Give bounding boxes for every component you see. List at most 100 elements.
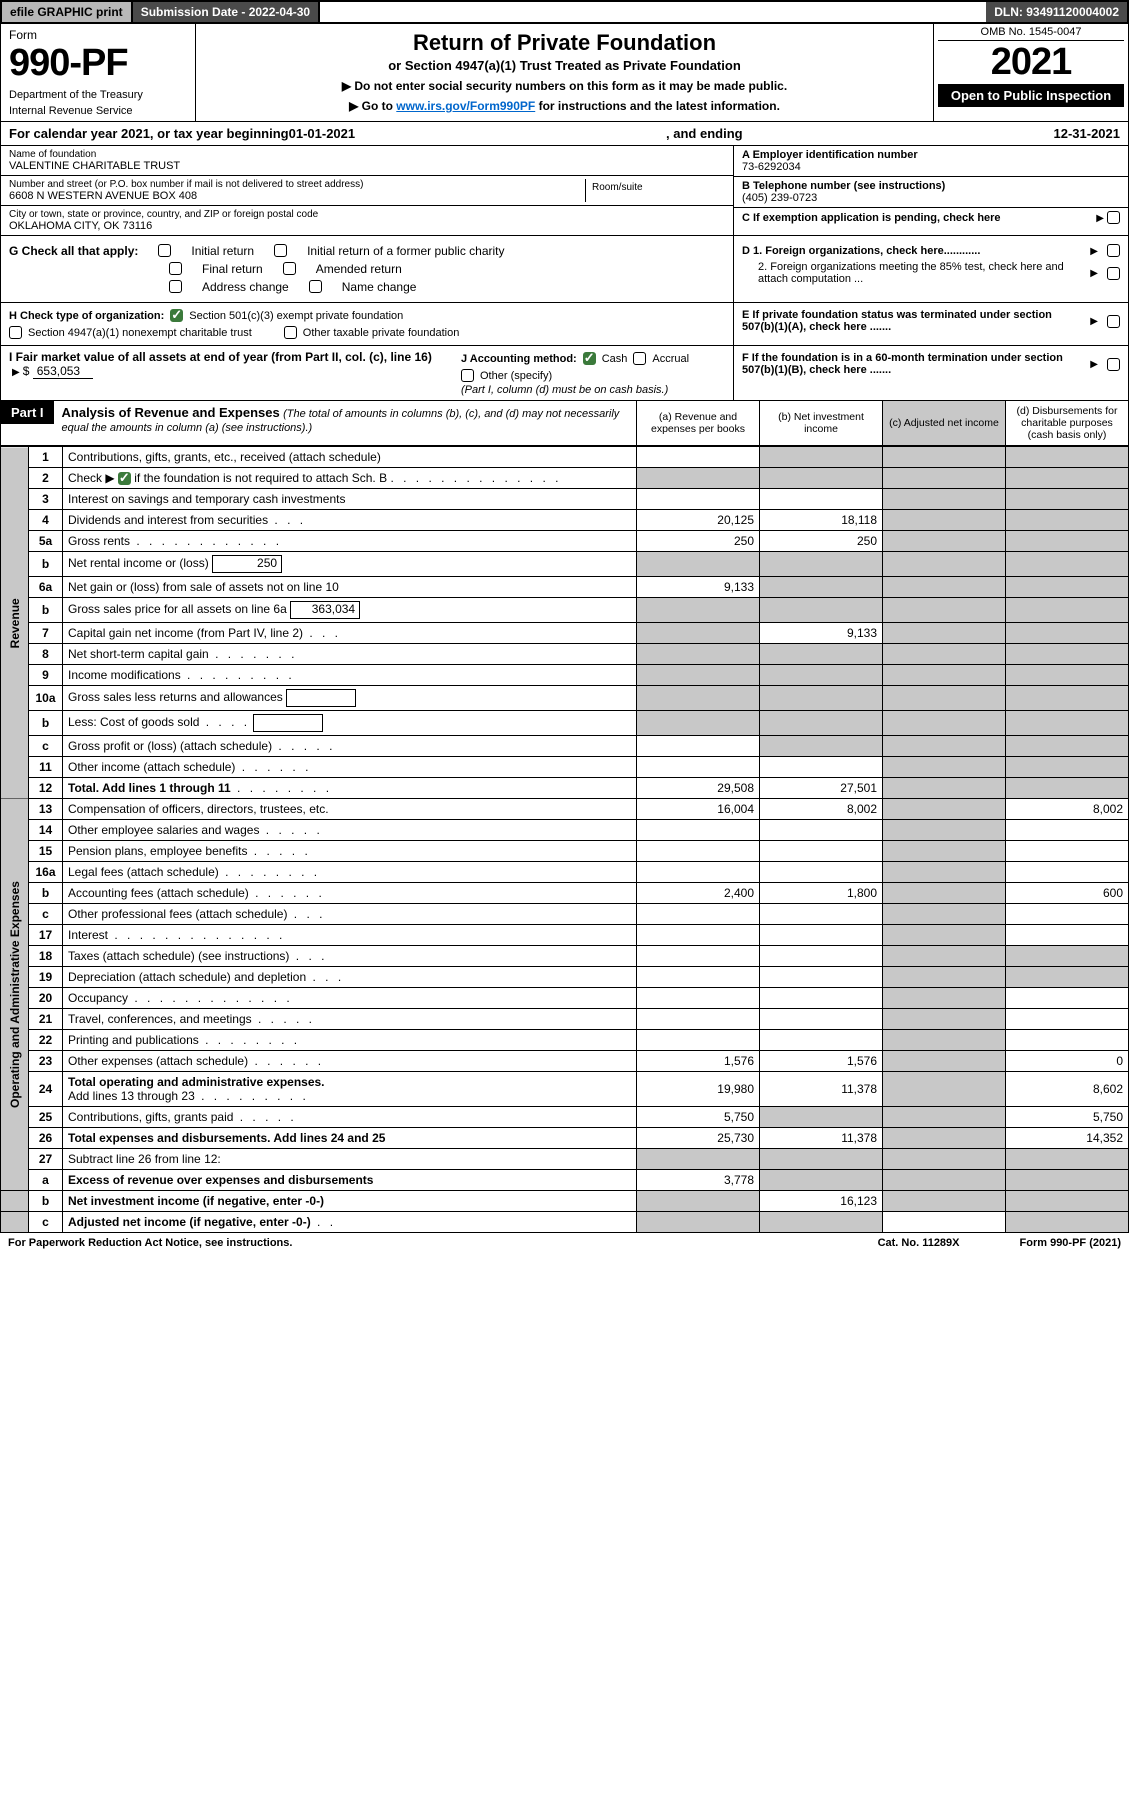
g-amended: Amended return bbox=[316, 262, 402, 276]
cal-year-end: 12-31-2021 bbox=[1054, 126, 1121, 141]
g-name-change-checkbox[interactable] bbox=[309, 280, 322, 293]
line-6a-desc: Net gain or (loss) from sale of assets n… bbox=[63, 577, 637, 598]
e-checkbox[interactable] bbox=[1107, 315, 1120, 328]
table-row: 24Total operating and administrative exp… bbox=[1, 1072, 1129, 1107]
table-row: 15Pension plans, employee benefits . . .… bbox=[1, 841, 1129, 862]
col-b-head: (b) Net investment income bbox=[759, 401, 882, 445]
line-12-a: 29,508 bbox=[637, 778, 760, 799]
g-initial-return-checkbox[interactable] bbox=[158, 244, 171, 257]
line-6b-desc: Gross sales price for all assets on line… bbox=[68, 603, 287, 617]
g-final-return: Final return bbox=[202, 262, 263, 276]
line-6b-box[interactable]: 363,034 bbox=[290, 601, 360, 619]
table-row: 4Dividends and interest from securities … bbox=[1, 510, 1129, 531]
line-13-d: 8,002 bbox=[1006, 799, 1129, 820]
line-24-d: 8,602 bbox=[1006, 1072, 1129, 1107]
open-public-badge: Open to Public Inspection bbox=[938, 84, 1124, 107]
line-12-desc: Total. Add lines 1 through 11 bbox=[68, 781, 231, 795]
table-row: 18Taxes (attach schedule) (see instructi… bbox=[1, 946, 1129, 967]
arrow-icon bbox=[1087, 315, 1101, 327]
i-label: I Fair market value of all assets at end… bbox=[9, 350, 432, 364]
line-10a-desc: Gross sales less returns and allowances bbox=[68, 691, 283, 705]
line-7-b: 9,133 bbox=[760, 623, 883, 644]
d1-checkbox[interactable] bbox=[1107, 244, 1120, 257]
g-amended-checkbox[interactable] bbox=[283, 262, 296, 275]
line-7-desc: Capital gain net income (from Part IV, l… bbox=[68, 626, 303, 640]
line-24-b: 11,378 bbox=[760, 1072, 883, 1107]
line-18-desc: Taxes (attach schedule) (see instruction… bbox=[68, 949, 289, 963]
c-exemption-cell: C If exemption application is pending, c… bbox=[734, 208, 1128, 227]
header-mid: Return of Private Foundation or Section … bbox=[196, 24, 933, 121]
h-other-checkbox[interactable] bbox=[284, 326, 297, 339]
g-final-return-checkbox[interactable] bbox=[169, 262, 182, 275]
city-cell: City or town, state or province, country… bbox=[1, 206, 733, 235]
arrow-icon bbox=[1093, 212, 1107, 224]
section-g: G Check all that apply: Initial return I… bbox=[0, 236, 1129, 303]
j-other-checkbox[interactable] bbox=[461, 369, 474, 382]
arrow-icon bbox=[1087, 267, 1101, 279]
line-26-desc: Total expenses and disbursements. Add li… bbox=[63, 1128, 637, 1149]
line-2-checkbox[interactable] bbox=[118, 472, 131, 485]
h-501c3: Section 501(c)(3) exempt private foundat… bbox=[189, 310, 403, 322]
line-20-desc: Occupancy bbox=[68, 991, 128, 1005]
foundation-name: VALENTINE CHARITABLE TRUST bbox=[9, 160, 725, 172]
line-6a-a: 9,133 bbox=[637, 577, 760, 598]
line-16b-desc: Accounting fees (attach schedule) bbox=[68, 886, 249, 900]
line-24-a: 19,980 bbox=[637, 1072, 760, 1107]
table-row: bAccounting fees (attach schedule) . . .… bbox=[1, 883, 1129, 904]
efile-print-button[interactable]: efile GRAPHIC print bbox=[2, 2, 133, 22]
table-row: 14Other employee salaries and wages . . … bbox=[1, 820, 1129, 841]
j-accrual: Accrual bbox=[652, 353, 689, 365]
submission-date: Submission Date - 2022-04-30 bbox=[133, 2, 320, 22]
table-row: 5aGross rents . . . . . . . . . . . .250… bbox=[1, 531, 1129, 552]
arrow-icon bbox=[1087, 358, 1101, 370]
g-initial-former: Initial return of a former public charit… bbox=[307, 244, 504, 258]
cal-year-begin: 01-01-2021 bbox=[289, 126, 356, 141]
expenses-vlabel: Operating and Administrative Expenses bbox=[1, 799, 29, 1191]
i-value: 653,053 bbox=[33, 364, 93, 379]
phone-cell: B Telephone number (see instructions) (4… bbox=[734, 177, 1128, 208]
line-13-desc: Compensation of officers, directors, tru… bbox=[63, 799, 637, 820]
line-11-desc: Other income (attach schedule) bbox=[68, 760, 235, 774]
g-initial-former-checkbox[interactable] bbox=[274, 244, 287, 257]
revenue-vlabel: Revenue bbox=[1, 447, 29, 799]
addr-label: Number and street (or P.O. box number if… bbox=[9, 179, 585, 190]
form-subtitle: or Section 4947(a)(1) Trust Treated as P… bbox=[204, 58, 925, 73]
tax-year: 2021 bbox=[938, 41, 1124, 84]
g-address-change-checkbox[interactable] bbox=[169, 280, 182, 293]
line-10b-box[interactable] bbox=[253, 714, 323, 732]
line-26-a: 25,730 bbox=[637, 1128, 760, 1149]
j-note: (Part I, column (d) must be on cash basi… bbox=[461, 384, 725, 396]
line-16a-desc: Legal fees (attach schedule) bbox=[68, 865, 219, 879]
part1-header: Part I Analysis of Revenue and Expenses … bbox=[0, 401, 1129, 446]
note-goto-post: for instructions and the latest informat… bbox=[539, 99, 780, 113]
form-word: Form bbox=[9, 28, 187, 42]
city-value: OKLAHOMA CITY, OK 73116 bbox=[9, 220, 725, 232]
line-10c-desc: Gross profit or (loss) (attach schedule) bbox=[68, 739, 272, 753]
line-9-desc: Income modifications bbox=[68, 668, 181, 682]
ein-label: A Employer identification number bbox=[742, 149, 1120, 161]
g-initial-return: Initial return bbox=[191, 244, 254, 258]
line-5b-box[interactable]: 250 bbox=[212, 555, 282, 573]
c-checkbox[interactable] bbox=[1107, 211, 1120, 224]
line-23-d: 0 bbox=[1006, 1051, 1129, 1072]
line-14-desc: Other employee salaries and wages bbox=[68, 823, 259, 837]
j-cash-checkbox[interactable] bbox=[583, 352, 596, 365]
d2-checkbox[interactable] bbox=[1107, 267, 1120, 280]
f-checkbox[interactable] bbox=[1107, 358, 1120, 371]
table-row: 6aNet gain or (loss) from sale of assets… bbox=[1, 577, 1129, 598]
h-4947-checkbox[interactable] bbox=[9, 326, 22, 339]
section-ijf: I Fair market value of all assets at end… bbox=[0, 346, 1129, 401]
line-27b-b: 16,123 bbox=[760, 1191, 883, 1212]
g-name-change: Name change bbox=[342, 280, 417, 294]
line-5a-a: 250 bbox=[637, 531, 760, 552]
line-5b-desc: Net rental income or (loss) bbox=[68, 557, 209, 571]
irs-link[interactable]: www.irs.gov/Form990PF bbox=[396, 99, 535, 113]
line-1-desc: Contributions, gifts, grants, etc., rece… bbox=[63, 447, 637, 468]
ein-cell: A Employer identification number 73-6292… bbox=[734, 146, 1128, 177]
h-501c3-checkbox[interactable] bbox=[170, 309, 183, 322]
table-row: cAdjusted net income (if negative, enter… bbox=[1, 1212, 1129, 1233]
line-10a-box[interactable] bbox=[286, 689, 356, 707]
line-2-desc: Check ▶ if the foundation is not require… bbox=[63, 468, 637, 489]
j-accrual-checkbox[interactable] bbox=[633, 352, 646, 365]
col-d-head: (d) Disbursements for charitable purpose… bbox=[1005, 401, 1128, 445]
